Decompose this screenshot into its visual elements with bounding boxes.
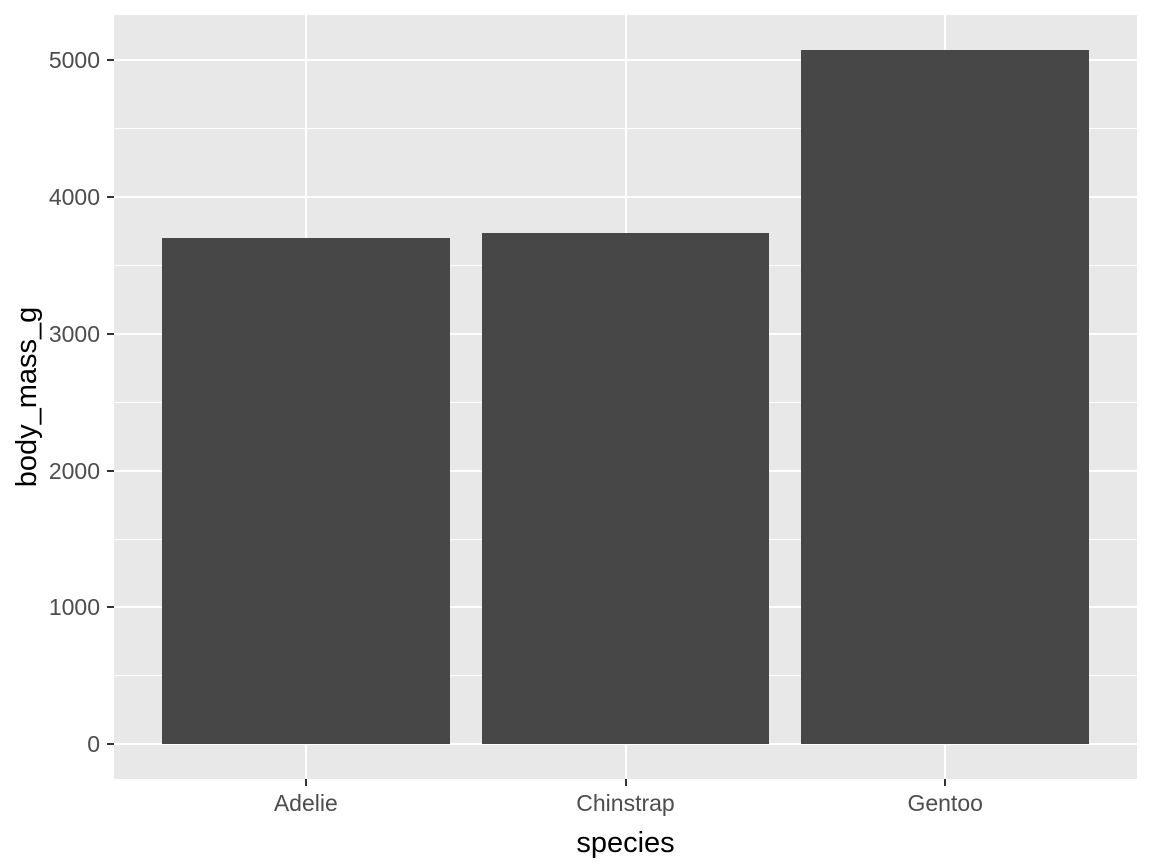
bar-gentoo bbox=[801, 49, 1090, 745]
plot-panel bbox=[114, 15, 1137, 779]
y-tick-label-3000: 3000 bbox=[48, 320, 100, 347]
y-tick-4000 bbox=[107, 195, 114, 198]
x-tick-adelie bbox=[304, 779, 307, 786]
y-tick-label-4000: 4000 bbox=[48, 183, 100, 210]
x-axis-title: species bbox=[576, 827, 675, 859]
y-tick-0 bbox=[107, 743, 114, 746]
bar-chinstrap bbox=[481, 233, 770, 745]
y-tick-2000 bbox=[107, 469, 114, 472]
x-tick-label-gentoo: Gentoo bbox=[907, 790, 983, 816]
y-tick-3000 bbox=[107, 332, 114, 335]
bar-adelie bbox=[161, 237, 450, 745]
y-tick-label-5000: 5000 bbox=[48, 47, 100, 74]
x-tick-label-chinstrap: Chinstrap bbox=[576, 790, 675, 816]
x-tick-label-adelie: Adelie bbox=[273, 790, 338, 816]
y-tick-label-0: 0 bbox=[87, 731, 100, 758]
x-tick-gentoo bbox=[944, 779, 947, 786]
y-tick-5000 bbox=[107, 59, 114, 62]
x-tick-chinstrap bbox=[624, 779, 627, 786]
y-tick-1000 bbox=[107, 606, 114, 609]
y-tick-label-2000: 2000 bbox=[48, 457, 100, 484]
y-tick-label-1000: 1000 bbox=[48, 594, 100, 621]
